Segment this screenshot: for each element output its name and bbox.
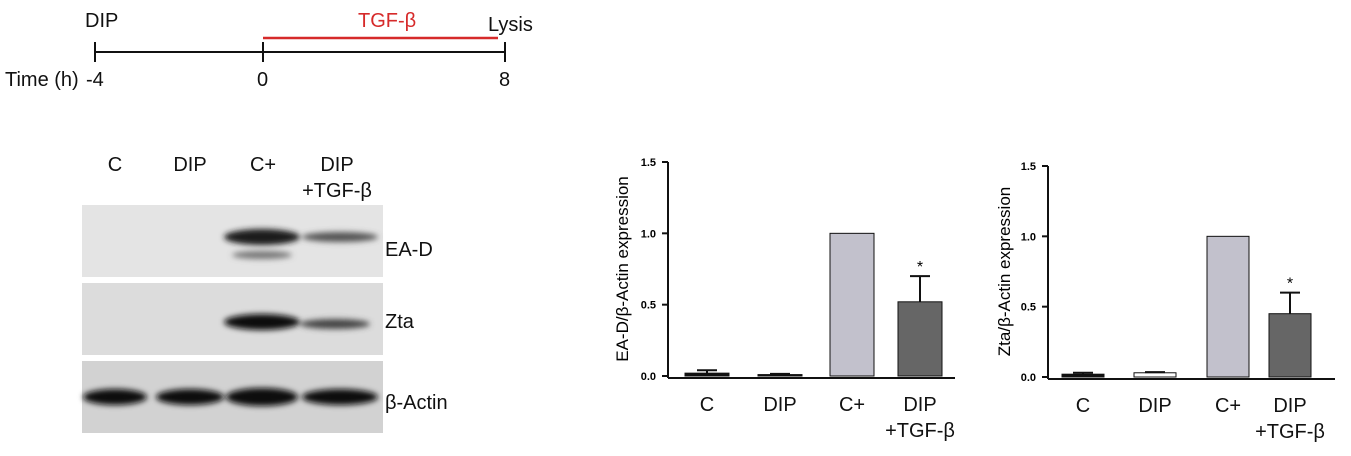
y-tick-label: 1.0 [641,228,656,240]
band [83,389,147,405]
bar [1062,374,1104,377]
band [232,251,292,259]
y-tick-label: 1.5 [641,157,656,169]
band [224,314,300,330]
annotation: * [1287,276,1293,293]
band [302,389,378,405]
bar [1207,236,1249,377]
lane-label: DIP [165,152,215,178]
bar [1134,373,1176,377]
bar [830,233,874,376]
timeline-tick-label: 0 [257,67,268,93]
lane-label: C [95,152,135,178]
figure-canvas: 0.0 0.5 1.0 1.5 EA-D/β-Actin expression * 0.0 0… [0,0,1351,456]
timeline-tick-label: -4 [86,67,104,93]
y-axis-label: Zta/β-Actin expression [995,187,1014,356]
bar [685,373,729,376]
y-tick-label: 0.5 [641,300,656,312]
y-tick-label: 0.0 [641,371,656,383]
timeline-treatment: TGF-β [358,8,416,34]
x-tick-label: DIP +TGF-β [1225,393,1351,445]
y-tick-label: 0.5 [1021,302,1036,314]
y-tick-label: 1.0 [1021,231,1036,243]
timeline-end: Lysis [488,12,533,38]
band [224,229,300,245]
y-axis-label: EA-D/β-Actin expression [613,176,632,362]
lane-label: DIP +TGF-β [272,152,402,204]
timeline-tick-label: 8 [499,67,510,93]
bar [1269,314,1311,377]
bar [898,302,942,376]
band [156,389,224,405]
row-label: Zta [385,309,414,335]
band [302,232,378,242]
band [226,388,298,406]
annotation: * [917,259,923,276]
y-tick-label: 0.0 [1021,372,1036,384]
x-tick-label: DIP +TGF-β [855,392,985,444]
y-tick-label: 1.5 [1021,161,1036,173]
row-label: EA-D [385,237,433,263]
timeline-start: DIP [85,8,118,34]
row-label: β-Actin [385,390,448,416]
band [300,319,370,329]
timeline-axis-label: Time (h) [5,67,79,93]
figure: 0.0 0.5 1.0 1.5 EA-D/β-Actin expression * 0.0 0… [0,0,1351,456]
